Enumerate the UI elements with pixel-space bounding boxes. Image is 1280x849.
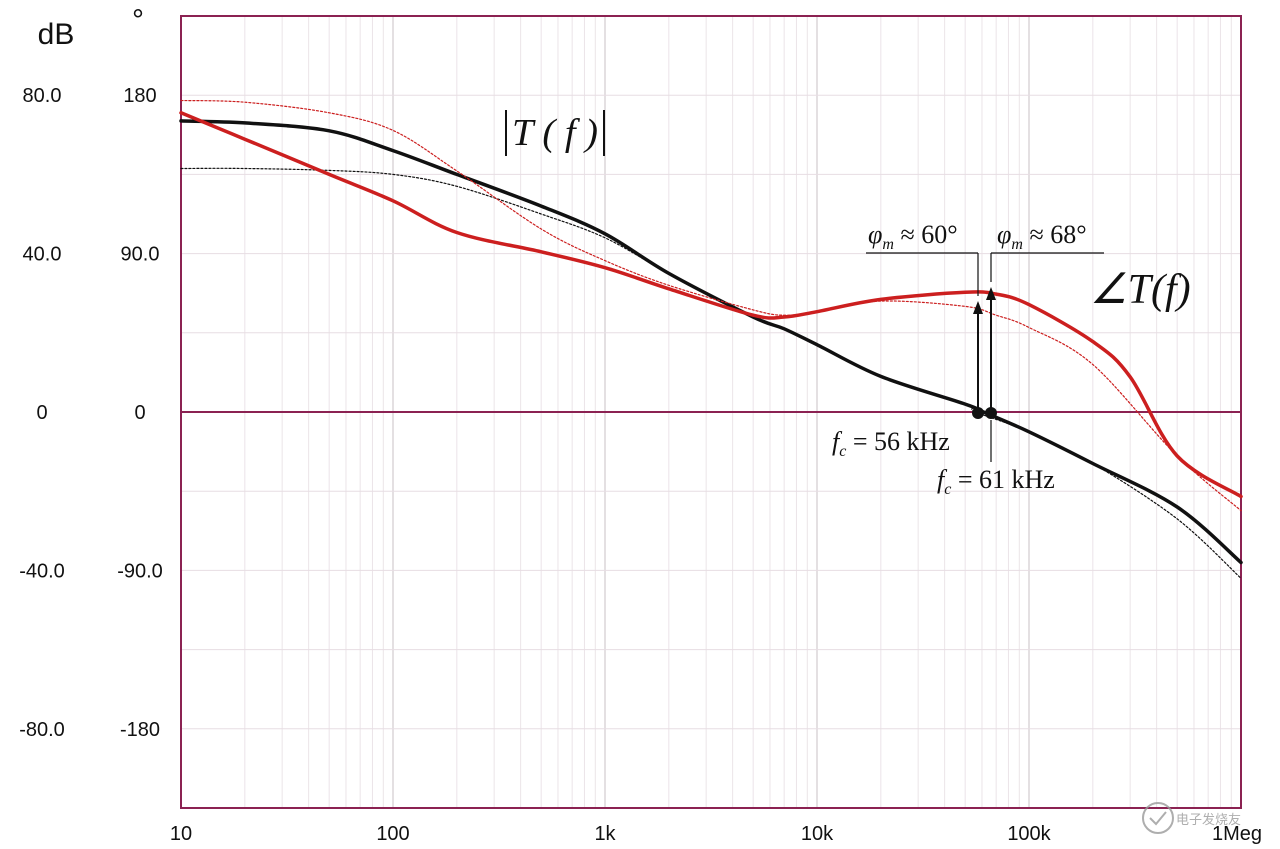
series-group — [179, 99, 1243, 579]
fc1-dot — [972, 407, 984, 419]
pm2-arrowhead — [986, 287, 996, 300]
fc2-dot — [985, 407, 997, 419]
y-left-tick-label: -80.0 — [19, 719, 65, 741]
y-left-tick-label: 40.0 — [23, 244, 62, 266]
mag-label: T ( f ) — [505, 110, 605, 156]
y-right-tick-label: 0 — [134, 402, 145, 424]
right-axis-unit: ° — [132, 4, 144, 37]
x-tick-label: 1k — [594, 823, 616, 845]
phase-series-solid — [179, 111, 1243, 499]
fc2-label: fc = 61 kHz — [937, 465, 1055, 498]
left-axis-unit: dB — [38, 18, 75, 51]
x-tick-label: 10 — [170, 823, 192, 845]
y-right-tick-label: -90.0 — [117, 560, 163, 582]
magnitude-series-dotted — [180, 167, 1242, 579]
pm2-label: φm ≈ 68° — [997, 220, 1087, 253]
phase-series-dotted — [180, 99, 1242, 512]
y-right-tick-label: 180 — [123, 85, 156, 107]
margin-markers — [866, 252, 1104, 462]
y-left-tick-label: -40.0 — [19, 560, 65, 582]
pm1-label: φm ≈ 60° — [868, 220, 958, 253]
x-tick-label: 10k — [801, 823, 834, 845]
y-right-tick-label: 90.0 — [121, 244, 160, 266]
magnitude-series-solid — [179, 119, 1243, 565]
y-left-tick-label: 0 — [36, 402, 47, 424]
watermark-text: 电子发烧友 — [1176, 812, 1241, 828]
phase-label: ∠T(f) — [1090, 267, 1191, 313]
y-left-tick-label: 80.0 — [23, 85, 62, 107]
fc1-label: fc = 56 kHz — [832, 427, 950, 460]
svg-text:T ( f ): T ( f ) — [512, 112, 598, 154]
x-tick-label: 100 — [376, 823, 409, 845]
y-right-tick-label: -180 — [120, 719, 160, 741]
x-tick-label: 100k — [1007, 823, 1051, 845]
x-tick-label: 1Meg — [1212, 823, 1262, 845]
pm1-arrowhead — [973, 301, 983, 314]
watermark: 电子发烧友 — [1142, 802, 1241, 834]
